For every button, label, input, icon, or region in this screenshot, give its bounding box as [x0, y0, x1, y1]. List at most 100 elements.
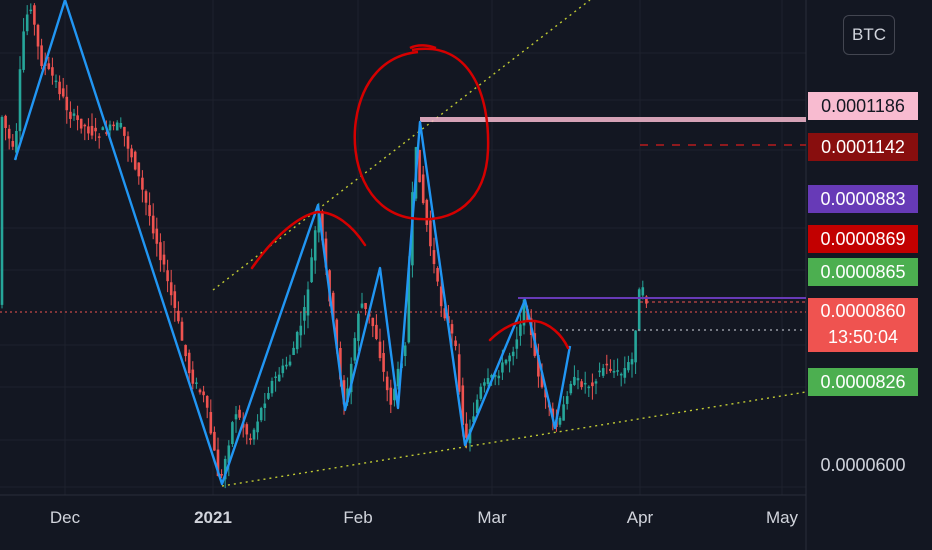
candle-body: [97, 136, 101, 138]
price-tag-0.0000869: 0.0000869: [808, 225, 918, 253]
candle-body: [630, 359, 634, 365]
candle-body: [202, 391, 205, 396]
candle-body: [133, 151, 137, 170]
candle-body: [94, 127, 97, 132]
candle-body: [79, 118, 83, 129]
candle-body: [324, 238, 328, 268]
candle-body: [601, 368, 605, 376]
candle-body: [119, 122, 123, 128]
candle-body: [263, 403, 267, 408]
candle-body: [511, 351, 515, 357]
candle-body: [645, 296, 648, 304]
candle-body: [177, 310, 180, 322]
candle-body: [209, 412, 213, 434]
candle-body: [321, 211, 324, 241]
candle-body: [378, 341, 382, 358]
candle-body: [162, 254, 166, 265]
candle-body: [465, 423, 468, 438]
candle-body: [385, 376, 389, 391]
candle-body: [205, 395, 209, 408]
candle-body: [594, 381, 598, 384]
candle-body: [292, 347, 295, 356]
candle-body: [191, 369, 195, 384]
candle-body: [421, 174, 425, 204]
candle-body: [25, 14, 29, 32]
candle-body: [389, 387, 393, 405]
candle-body: [382, 353, 385, 372]
candle-body: [303, 307, 306, 321]
candle-body: [317, 212, 321, 233]
candle-body: [515, 339, 519, 349]
candle-body: [403, 345, 407, 357]
candle-body: [472, 416, 475, 423]
candle-body: [281, 365, 285, 374]
candle-body: [277, 374, 281, 382]
time-axis-label: 2021: [194, 508, 232, 527]
candle-body: [295, 331, 299, 350]
candle-body: [576, 378, 580, 381]
candle-body: [123, 126, 126, 136]
time-axis-label: Mar: [477, 508, 507, 527]
candle-body: [169, 282, 173, 296]
candle-body: [580, 381, 583, 388]
current-price-value: 0.0000860: [820, 301, 906, 321]
candle-body: [357, 313, 360, 341]
candle-body: [299, 325, 303, 336]
candle-body: [605, 363, 609, 366]
candle-body: [213, 431, 216, 451]
time-axis-label: May: [765, 508, 799, 527]
candle-body: [454, 340, 457, 347]
candle-body: [349, 363, 353, 393]
currency-badge[interactable]: BTC: [843, 15, 895, 55]
candle-body: [339, 347, 342, 380]
candle-body: [144, 191, 148, 203]
candle-body: [259, 408, 263, 421]
candle-body: [364, 302, 367, 310]
candle-body: [551, 408, 555, 418]
candle-body: [504, 359, 508, 364]
candle-body: [51, 67, 54, 76]
candle-body: [501, 362, 504, 373]
level-0001186: [420, 117, 806, 122]
candle-body: [130, 148, 133, 158]
candle-body: [270, 380, 274, 394]
candle-body: [173, 291, 177, 308]
candle-body: [151, 215, 155, 234]
candle-body: [22, 31, 25, 70]
candle-body: [76, 115, 79, 121]
candle-body: [353, 338, 357, 361]
candle-body: [0, 117, 4, 305]
candle-body: [58, 81, 61, 95]
candle-body: [47, 63, 51, 69]
candle-body: [256, 421, 259, 433]
candle-body: [432, 250, 436, 265]
candle-body: [616, 370, 619, 372]
candle-body: [54, 80, 58, 83]
candle-body: [83, 124, 87, 127]
resistance-trendline: [212, 0, 591, 291]
candle-body: [490, 375, 493, 378]
candle-body: [220, 474, 223, 476]
shoulder-annotation-arc: [488, 319, 570, 350]
candle-body: [468, 429, 472, 444]
candle-body: [609, 368, 612, 371]
current-price-tag: 0.0000860 13:50:04: [808, 298, 918, 352]
candle-body: [184, 344, 187, 357]
zigzag-pattern-line: [13, 0, 572, 486]
support-trendline: [221, 391, 807, 487]
candle-body: [598, 370, 601, 373]
drawings: [0, 0, 807, 487]
circle-annotation-tail: [409, 44, 437, 50]
candle-body: [252, 429, 256, 440]
candle-body: [360, 303, 364, 308]
candle-body: [335, 319, 339, 349]
candle-body: [227, 445, 231, 463]
candle-body: [108, 124, 112, 131]
candle-body: [166, 270, 169, 282]
candle-body: [587, 386, 591, 389]
candle-body: [418, 149, 421, 183]
candle-body: [33, 5, 36, 25]
candle-body: [101, 127, 105, 131]
